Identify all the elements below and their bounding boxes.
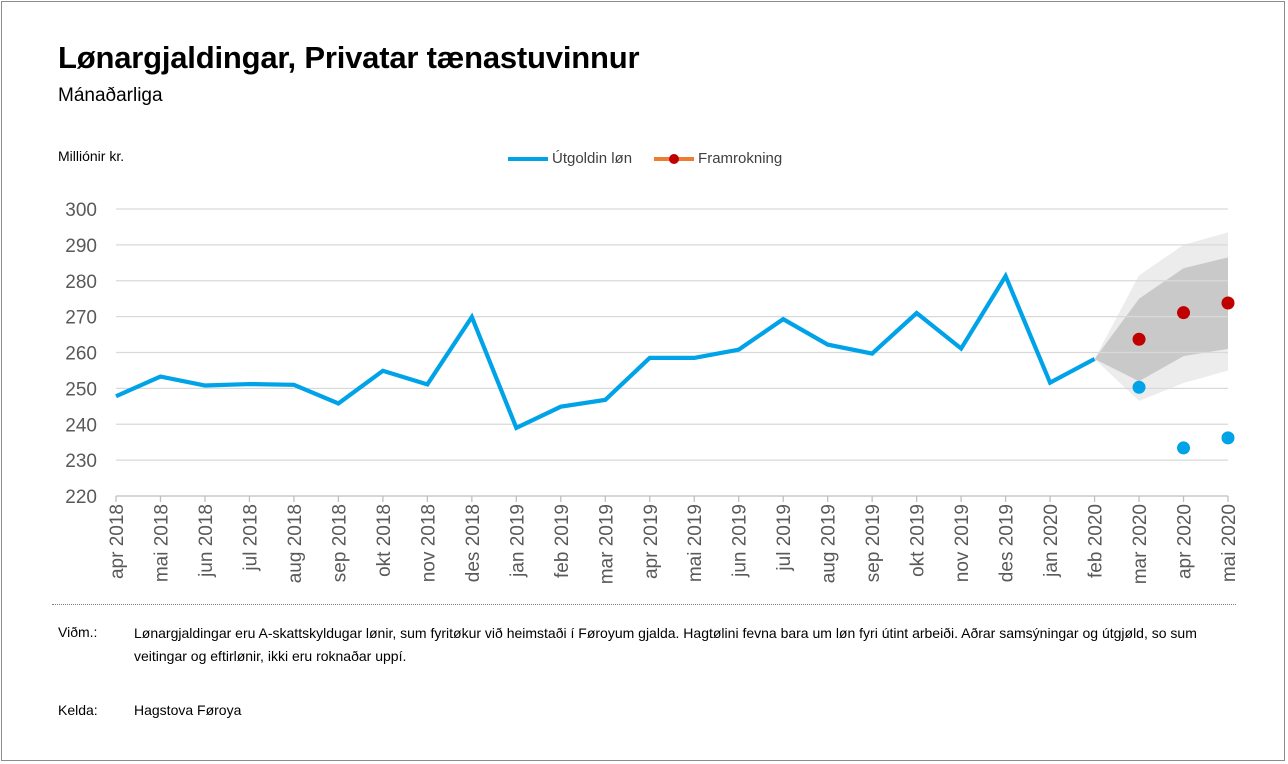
x-tick-label: jun 2018 <box>196 504 217 578</box>
x-tick-label: sep 2019 <box>863 504 884 582</box>
x-tick-label: des 2019 <box>997 504 1018 582</box>
y-tick-label: 300 <box>65 200 97 221</box>
note-text: Lønargjaldingar eru A-skattskyldugar løn… <box>134 625 1197 664</box>
y-axis-tick-labels: 220 230 240 250 260 270 280 290 300 <box>65 200 97 508</box>
x-tick-label: mai 2018 <box>151 504 172 582</box>
line-chart: 220 230 240 250 260 270 280 290 300 apr 2018 mai … <box>65 200 1240 584</box>
legend: Útgoldin løn Framrokning <box>508 150 804 167</box>
x-tick-label: jul 2019 <box>774 504 795 572</box>
x-tick-label: apr 2019 <box>641 504 662 579</box>
x-tick-label: jan 2020 <box>1041 504 1062 578</box>
x-tick-label: mar 2019 <box>596 504 617 584</box>
y-tick-label: 270 <box>65 308 97 329</box>
legend-marker-swatch <box>654 153 695 164</box>
y-tick-label: 220 <box>65 487 97 508</box>
y-tick-label: 240 <box>65 415 97 436</box>
y-tick-label: 290 <box>65 236 97 257</box>
divider <box>52 604 1236 605</box>
forecast-point <box>1132 332 1146 346</box>
legend-item-utgoldin-lon: Útgoldin løn <box>508 150 632 167</box>
x-tick-label: aug 2019 <box>819 504 840 583</box>
forecast-point <box>1221 296 1235 310</box>
x-tick-label: sep 2018 <box>329 504 350 582</box>
note-label: Viðm.: <box>58 624 98 640</box>
x-tick-label: feb 2019 <box>552 504 573 578</box>
chart-title: Lønargjaldingar, Privatar tænastuvinnur <box>58 40 640 75</box>
x-tick-label: mai 2019 <box>685 504 706 582</box>
series-layer <box>115 271 1235 455</box>
x-tick-label: jul 2018 <box>240 504 261 572</box>
x-tick-label: des 2018 <box>463 504 484 582</box>
legend-line-swatch <box>508 156 548 161</box>
x-tick-label: apr 2020 <box>1175 504 1196 579</box>
x-tick-label: okt 2019 <box>908 504 929 577</box>
y-tick-label: 260 <box>65 344 97 365</box>
source-text: Hagstova Føroya <box>134 702 242 718</box>
forecast-point <box>1177 306 1191 320</box>
x-tick-label: jan 2019 <box>507 504 528 578</box>
source-label: Kelda: <box>58 702 98 718</box>
actual-point <box>1177 441 1191 455</box>
x-axis-tick-labels: apr 2018 mai 2018 jun 2018 jul 2018 aug 2018… <box>107 504 1240 584</box>
y-tick-label: 230 <box>65 451 97 472</box>
confidence-band-inner <box>1094 257 1228 382</box>
legend-label-utgoldin-lon: Útgoldin løn <box>552 150 633 167</box>
x-tick-label: nov 2018 <box>418 504 439 582</box>
actual-point <box>1221 431 1235 445</box>
legend-item-framrokning: Framrokning <box>654 150 782 167</box>
x-tick-label: aug 2018 <box>285 504 306 583</box>
y-tick-label: 280 <box>65 272 97 293</box>
y-axis-unit-label: Milliónir kr. <box>58 148 125 164</box>
gridlines <box>116 208 1228 461</box>
x-tick-label: mar 2020 <box>1130 504 1151 584</box>
legend-label-framrokning: Framrokning <box>698 150 783 167</box>
x-tick-label: jun 2019 <box>730 504 751 578</box>
x-tick-label: nov 2019 <box>952 504 973 582</box>
actual-point <box>1132 380 1146 394</box>
x-tick-label: mai 2020 <box>1219 504 1240 582</box>
x-axis <box>115 495 1229 502</box>
series-line-utgoldin-lon <box>115 271 1096 431</box>
y-tick-label: 250 <box>65 379 97 400</box>
chart-subtitle: Mánaðarliga <box>58 85 163 106</box>
x-tick-label: okt 2018 <box>374 504 395 577</box>
x-tick-label: apr 2018 <box>107 504 128 579</box>
x-tick-label: feb 2020 <box>1086 504 1107 578</box>
